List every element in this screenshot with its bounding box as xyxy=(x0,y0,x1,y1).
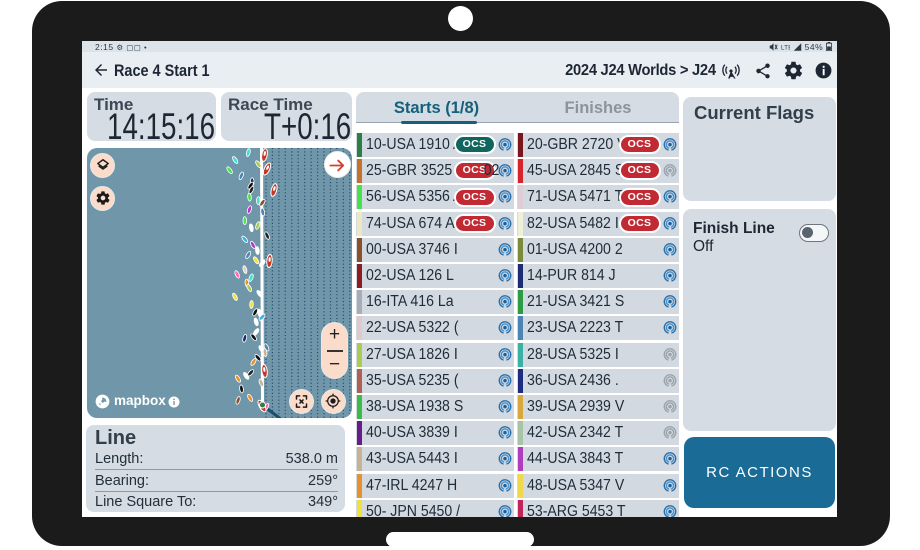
svg-text:LTE: LTE xyxy=(781,45,790,51)
